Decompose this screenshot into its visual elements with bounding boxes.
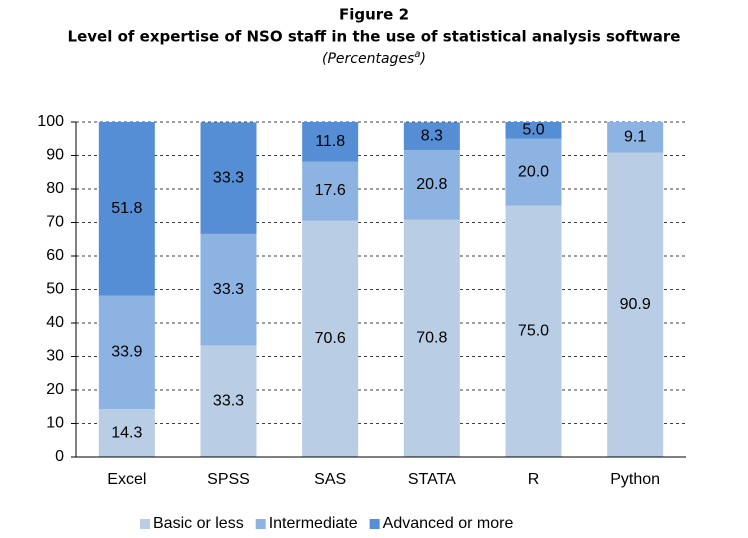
data-label: 70.8 bbox=[416, 330, 447, 347]
data-label: 33.3 bbox=[213, 281, 244, 298]
legend-swatch bbox=[255, 519, 266, 529]
y-tick-label: 80 bbox=[46, 180, 64, 197]
y-tick-label: 20 bbox=[46, 381, 64, 398]
data-label: 5.0 bbox=[522, 122, 544, 139]
chart-subtitle: Level of expertise of NSO staff in the u… bbox=[68, 28, 681, 46]
data-label: 33.3 bbox=[213, 169, 244, 186]
bar-segment bbox=[403, 219, 460, 457]
data-label: 51.8 bbox=[111, 200, 142, 217]
y-tick-label: 50 bbox=[46, 281, 64, 298]
legend-label: Advanced or more bbox=[383, 515, 514, 532]
y-tick-label: 100 bbox=[37, 113, 64, 130]
bar-segment bbox=[98, 295, 155, 410]
bar-segment bbox=[200, 345, 257, 457]
data-label: 11.8 bbox=[315, 133, 345, 150]
chart-caption: (Percentagesa) bbox=[322, 49, 426, 67]
y-tick-label: 70 bbox=[46, 214, 64, 231]
caption-footnote-mark: a bbox=[414, 49, 420, 60]
data-label: 90.9 bbox=[620, 296, 651, 313]
data-label: 14.3 bbox=[111, 424, 142, 441]
bar-segment bbox=[302, 122, 359, 162]
data-label: 9.1 bbox=[624, 128, 646, 145]
legend-swatch bbox=[369, 519, 380, 529]
x-tick-label: SAS bbox=[314, 471, 346, 488]
x-tick-label: Python bbox=[610, 471, 660, 488]
legend-swatch bbox=[140, 519, 150, 529]
bar-segment bbox=[505, 122, 562, 139]
bar-segment bbox=[302, 220, 359, 457]
bar-segment bbox=[302, 161, 359, 221]
bar-segment bbox=[98, 409, 155, 457]
data-label: 70.6 bbox=[315, 330, 346, 347]
chart-title: Figure 2 bbox=[339, 6, 409, 24]
bar-segment bbox=[505, 138, 562, 206]
bar-segment bbox=[98, 122, 155, 296]
bar-segment bbox=[200, 122, 257, 234]
x-tick-label: R bbox=[528, 471, 540, 488]
bar-segment bbox=[403, 122, 460, 151]
data-label: 8.3 bbox=[421, 127, 443, 144]
caption-text: ) bbox=[420, 51, 426, 67]
x-tick-label: SPSS bbox=[207, 471, 250, 488]
y-tick-label: 60 bbox=[46, 247, 64, 264]
data-label: 33.9 bbox=[111, 344, 142, 361]
data-label: 20.8 bbox=[416, 176, 447, 193]
data-label: 17.6 bbox=[315, 182, 346, 199]
bar-segment bbox=[607, 122, 664, 153]
y-tick-label: 0 bbox=[55, 448, 64, 465]
legend-label: Intermediate bbox=[269, 515, 358, 532]
y-tick-label: 90 bbox=[46, 147, 64, 164]
x-tick-label: Excel bbox=[107, 471, 146, 488]
bar-segment bbox=[403, 150, 460, 220]
x-tick-label: STATA bbox=[408, 471, 456, 488]
data-label: 33.3 bbox=[213, 392, 244, 409]
y-tick-label: 40 bbox=[46, 314, 64, 331]
y-tick-label: 30 bbox=[46, 348, 64, 365]
legend-label: Basic or less bbox=[153, 515, 244, 532]
bar-segment bbox=[200, 233, 257, 346]
data-label: 75.0 bbox=[518, 323, 549, 340]
data-label: 20.0 bbox=[518, 163, 549, 180]
caption-text: (Percentages bbox=[322, 51, 414, 67]
bar-segment bbox=[505, 205, 562, 457]
y-tick-label: 10 bbox=[46, 415, 64, 432]
bar-segment bbox=[607, 152, 664, 458]
